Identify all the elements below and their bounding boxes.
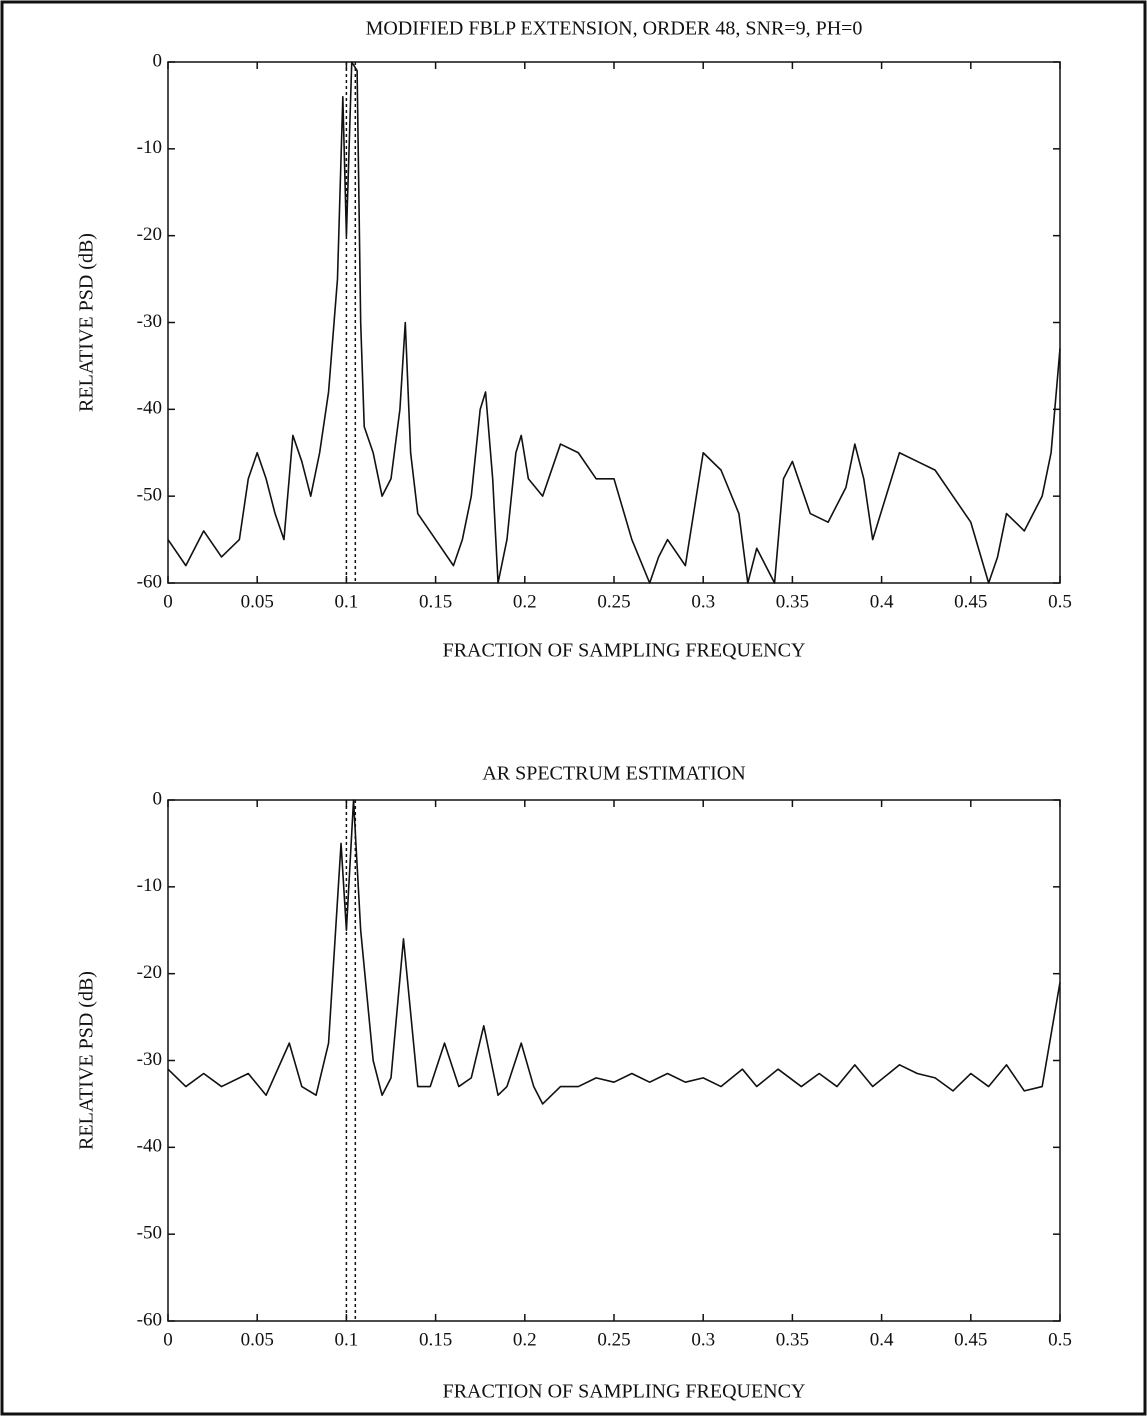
y-tick-label: -20 <box>137 962 162 983</box>
plot-frame <box>167 61 1061 584</box>
y-axis-label: RELATIVE PSD (dB) <box>76 233 98 412</box>
x-tick-label: 0.5 <box>1048 591 1072 612</box>
spectrum-line <box>167 799 1061 1105</box>
y-tick-label: -40 <box>137 398 162 419</box>
x-tick-label: 0.25 <box>597 591 630 612</box>
x-tick-label: 0.2 <box>513 591 537 612</box>
x-tick-label: 0.35 <box>776 591 809 612</box>
x-tick-label: 0.3 <box>691 1329 715 1350</box>
x-tick-label: 0.45 <box>954 1329 987 1350</box>
y-tick-label: -10 <box>137 137 162 158</box>
y-tick-label: -30 <box>137 1049 162 1070</box>
x-tick-label: 0.05 <box>241 1329 274 1350</box>
y-tick-label: -60 <box>137 1309 162 1330</box>
x-tick-label: 0.3 <box>691 591 715 612</box>
x-tick-label: 0.15 <box>419 1329 452 1350</box>
y-tick-label: -10 <box>137 875 162 896</box>
y-tick-label: -50 <box>137 485 162 506</box>
chart-title: MODIFIED FBLP EXTENSION, ORDER 48, SNR=9… <box>366 18 863 40</box>
x-tick-label: 0.1 <box>335 1329 359 1350</box>
x-tick-label: 0.5 <box>1048 1329 1072 1350</box>
x-axis-label: FRACTION OF SAMPLING FREQUENCY <box>443 640 806 662</box>
x-tick-label: 0 <box>163 591 173 612</box>
plot-frame <box>167 799 1061 1322</box>
y-tick-label: 0 <box>153 788 163 809</box>
x-tick-label: 0.4 <box>870 1329 894 1350</box>
x-axis-label: FRACTION OF SAMPLING FREQUENCY <box>443 1381 806 1403</box>
y-tick-label: -20 <box>137 224 162 245</box>
y-tick-label: -30 <box>137 311 162 332</box>
x-tick-label: 0.15 <box>419 591 452 612</box>
x-tick-label: 0.05 <box>241 591 274 612</box>
x-tick-label: 0.4 <box>870 591 894 612</box>
x-tick-label: 0.45 <box>954 591 987 612</box>
x-tick-label: 0.35 <box>776 1329 809 1350</box>
y-axis-label: RELATIVE PSD (dB) <box>76 971 98 1150</box>
y-tick-label: -60 <box>137 571 162 592</box>
x-tick-label: 0.1 <box>335 591 359 612</box>
x-tick-label: 0.2 <box>513 1329 537 1350</box>
chart-title: AR SPECTRUM ESTIMATION <box>482 763 745 785</box>
y-tick-label: 0 <box>153 50 163 71</box>
spectrum-line <box>167 61 1061 584</box>
x-tick-label: 0.25 <box>597 1329 630 1350</box>
y-tick-label: -40 <box>137 1136 162 1157</box>
x-tick-label: 0 <box>163 1329 173 1350</box>
y-tick-label: -50 <box>137 1223 162 1244</box>
